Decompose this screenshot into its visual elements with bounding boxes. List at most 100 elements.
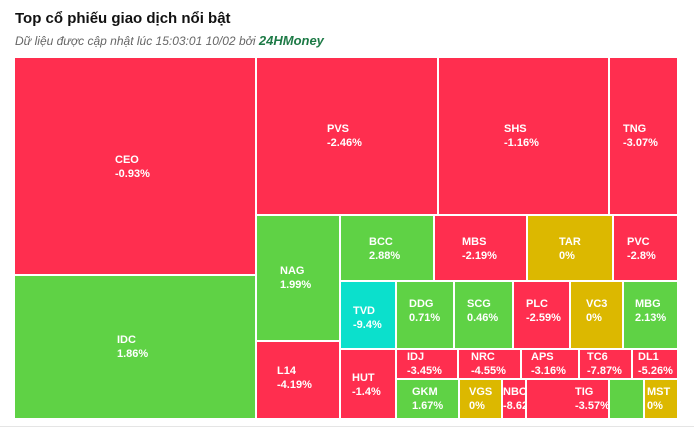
- stock-label: NAG 1.99%: [280, 264, 311, 292]
- stock-change: 2.13%: [635, 312, 667, 324]
- stock-change: 1.99%: [280, 279, 312, 291]
- stock-change: 0.71%: [409, 312, 441, 324]
- stock-ticker: APS: [531, 351, 554, 363]
- stock-tile-tar[interactable]: TAR 0%: [527, 215, 613, 281]
- stock-change: -4.19%: [277, 379, 312, 391]
- stock-change: 0%: [586, 312, 602, 324]
- stock-ticker: DL1: [638, 351, 659, 363]
- stock-change: -2.19%: [462, 250, 497, 262]
- stock-tile-nrc[interactable]: NRC -4.55%: [458, 349, 521, 379]
- stock-ticker: IDJ: [407, 351, 425, 363]
- stock-label: MST 0%: [647, 385, 670, 413]
- stock-tile-mbs[interactable]: MBS -2.19%: [434, 215, 527, 281]
- stock-tile-mbg[interactable]: MBG 2.13%: [623, 281, 678, 349]
- stock-change: -8.62%: [503, 400, 525, 412]
- stock-tile-mst[interactable]: MST 0%: [644, 379, 678, 419]
- stock-label: PVS -2.46%: [327, 122, 362, 150]
- stock-label: L14 -4.19%: [277, 364, 312, 392]
- stock-label: PVC -2.8%: [627, 235, 656, 263]
- stock-ticker: TVD: [353, 305, 375, 317]
- stock-treemap: CEO -0.93% PVS -2.46% SHS -1.16% TNG -3.07% IDC 1…: [14, 57, 678, 419]
- stock-label: DDG 0.71%: [409, 297, 440, 325]
- stock-ticker: HUT: [352, 372, 375, 384]
- stock-ticker: DDG: [409, 298, 434, 310]
- stock-tile-nbc[interactable]: NBC -8.62%: [502, 379, 526, 419]
- stock-tile-nag[interactable]: NAG 1.99%: [256, 215, 340, 341]
- stock-tile-hut[interactable]: HUT -1.4%: [340, 349, 396, 419]
- stock-ticker: NBC: [503, 386, 526, 398]
- stock-tile-l14[interactable]: L14 -4.19%: [256, 341, 340, 419]
- stock-change: -2.46%: [327, 137, 362, 149]
- stock-change: -3.07%: [623, 137, 658, 149]
- stock-ticker: TC6: [587, 351, 608, 363]
- stock-ticker: TNG: [623, 123, 647, 135]
- stock-change: 0.46%: [467, 312, 499, 324]
- stock-tile-vgs[interactable]: VGS 0%: [459, 379, 502, 419]
- stock-change: -7.87%: [587, 365, 622, 377]
- stock-label: APS -3.16%: [531, 350, 566, 378]
- stock-label: IDJ -3.45%: [407, 350, 442, 378]
- stock-change: 0%: [559, 250, 575, 262]
- stock-tile-gkm[interactable]: GKM 1.67%: [396, 379, 459, 419]
- stock-label: BCC 2.88%: [369, 235, 400, 263]
- stock-label: VGS 0%: [469, 385, 492, 413]
- stock-ticker: NAG: [280, 265, 305, 277]
- stock-change: -1.4%: [352, 386, 381, 398]
- stock-label: DL1 -5.26%: [638, 350, 673, 378]
- stock-tile-unlabeled[interactable]: [609, 379, 644, 419]
- stock-ticker: VC3: [586, 298, 608, 310]
- stock-change: -9.4%: [353, 319, 382, 331]
- stock-ticker: TIG: [575, 386, 594, 398]
- stock-ticker: MST: [647, 386, 671, 398]
- stock-tile-aps[interactable]: APS -3.16%: [521, 349, 579, 379]
- stock-label: IDC 1.86%: [117, 333, 148, 361]
- update-info: Dữ liệu được cập nhật lúc 15:03:01 10/02…: [15, 33, 324, 48]
- brand-link[interactable]: 24HMoney: [258, 33, 324, 48]
- stock-change: -2.59%: [526, 312, 561, 324]
- stock-label: GKM 1.67%: [412, 385, 443, 413]
- stock-tile-pvc[interactable]: PVC -2.8%: [613, 215, 678, 281]
- stock-change: -3.45%: [407, 365, 442, 377]
- stock-ticker: NRC: [471, 351, 495, 363]
- stock-tile-tig[interactable]: TIG -3.57%: [526, 379, 609, 419]
- stock-tile-bcc[interactable]: BCC 2.88%: [340, 215, 434, 281]
- stock-tile-tng[interactable]: TNG -3.07%: [609, 57, 678, 215]
- stock-label: NRC -4.55%: [471, 350, 506, 378]
- stock-ticker: MBG: [635, 298, 661, 310]
- stock-change: 0%: [469, 400, 485, 412]
- stock-ticker: IDC: [117, 334, 136, 346]
- stock-label: TC6 -7.87%: [587, 350, 622, 378]
- stock-tile-ddg[interactable]: DDG 0.71%: [396, 281, 454, 349]
- stock-tile-plc[interactable]: PLC -2.59%: [513, 281, 570, 349]
- stock-tile-scg[interactable]: SCG 0.46%: [454, 281, 513, 349]
- stock-tile-vc3[interactable]: VC3 0%: [570, 281, 623, 349]
- stock-label: TAR 0%: [559, 235, 581, 263]
- stock-tile-tc6[interactable]: TC6 -7.87%: [579, 349, 632, 379]
- stock-change: -5.26%: [638, 365, 673, 377]
- stock-ticker: PVC: [627, 236, 650, 248]
- stock-tile-tvd[interactable]: TVD -9.4%: [340, 281, 396, 349]
- stock-change: 2.88%: [369, 250, 401, 262]
- stock-label: VC3 0%: [586, 297, 607, 325]
- stock-label: TVD -9.4%: [353, 304, 382, 332]
- stock-ticker: SHS: [504, 123, 527, 135]
- stock-ticker: PVS: [327, 123, 350, 135]
- stock-tile-idc[interactable]: IDC 1.86%: [14, 275, 256, 419]
- stock-tile-pvs[interactable]: PVS -2.46%: [256, 57, 438, 215]
- stock-label: HUT -1.4%: [352, 371, 381, 399]
- stock-tile-dl1[interactable]: DL1 -5.26%: [632, 349, 678, 379]
- stock-change: -0.93%: [115, 168, 150, 180]
- stock-ticker: SCG: [467, 298, 491, 310]
- stock-change: -3.57%: [575, 400, 609, 412]
- stock-label: SCG 0.46%: [467, 297, 498, 325]
- stock-ticker: MBS: [462, 236, 487, 248]
- stock-tile-shs[interactable]: SHS -1.16%: [438, 57, 609, 215]
- stock-tile-idj[interactable]: IDJ -3.45%: [396, 349, 458, 379]
- stock-ticker: TAR: [559, 236, 581, 248]
- page-title: Top cổ phiếu giao dịch nổi bật: [15, 10, 231, 27]
- stock-label: SHS -1.16%: [504, 122, 539, 150]
- stock-label: PLC -2.59%: [526, 297, 561, 325]
- stock-tile-ceo[interactable]: CEO -0.93%: [14, 57, 256, 275]
- stock-label: MBS -2.19%: [462, 235, 497, 263]
- stock-ticker: L14: [277, 365, 296, 377]
